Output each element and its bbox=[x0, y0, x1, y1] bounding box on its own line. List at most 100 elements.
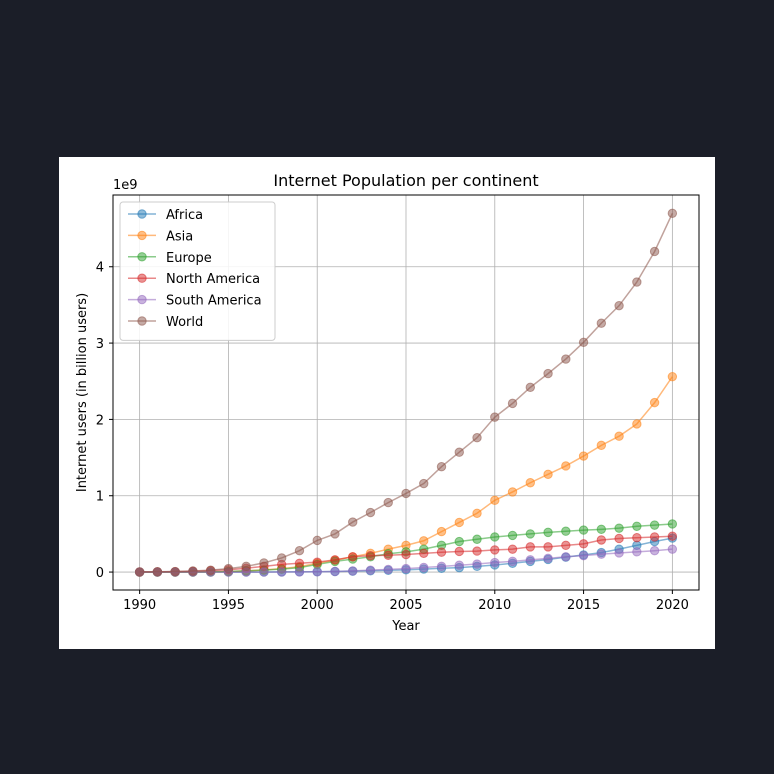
data-point-south-america bbox=[436, 561, 447, 572]
y-axis-label: Internet users (in billion users) bbox=[75, 293, 90, 492]
legend-item-africa: Africa bbox=[128, 208, 203, 223]
data-point-world bbox=[188, 566, 198, 576]
data-point-south-america bbox=[365, 565, 376, 575]
y-tick-label: 1 bbox=[96, 490, 104, 505]
x-tick-label: 2020 bbox=[656, 598, 689, 613]
figure-card: 1990 1995 2000 2005 2010 2015 2020 0 1 2 3 4 Intern… bbox=[59, 157, 715, 649]
data-point-south-america bbox=[454, 560, 464, 570]
data-point-north-america bbox=[543, 542, 553, 552]
data-point-europe bbox=[578, 525, 589, 535]
data-point-south-america bbox=[419, 562, 429, 573]
data-point-south-america bbox=[667, 544, 678, 554]
data-point-asia bbox=[507, 487, 518, 497]
legend-marker-north-america bbox=[137, 273, 147, 283]
data-point-asia bbox=[614, 431, 624, 441]
data-point-asia bbox=[525, 478, 536, 488]
data-point-asia bbox=[667, 371, 678, 382]
data-point-north-america bbox=[401, 549, 411, 560]
data-point-north-america bbox=[348, 552, 358, 562]
data-point-world bbox=[365, 507, 376, 518]
data-point-north-america bbox=[419, 548, 429, 559]
legend-label-europe: Europe bbox=[166, 251, 212, 266]
data-point-south-america bbox=[259, 567, 269, 577]
data-point-south-america bbox=[348, 566, 358, 576]
data-point-world bbox=[205, 565, 216, 575]
legend-label-north-america: North America bbox=[166, 272, 260, 287]
data-point-north-america bbox=[330, 555, 340, 565]
data-point-south-america bbox=[525, 555, 536, 565]
data-point-world bbox=[223, 563, 234, 574]
data-point-asia bbox=[490, 495, 500, 506]
data-point-world bbox=[578, 337, 589, 348]
data-point-asia bbox=[419, 536, 429, 546]
data-point-world bbox=[649, 246, 660, 257]
y-tick-label: 4 bbox=[96, 261, 104, 276]
data-point-south-america bbox=[401, 563, 411, 574]
chart-title: Internet Population per continent bbox=[273, 171, 538, 190]
data-point-world bbox=[383, 497, 393, 508]
legend-label-africa: Africa bbox=[166, 208, 203, 223]
legend-marker-south-america bbox=[137, 294, 147, 305]
data-point-north-america bbox=[365, 550, 376, 561]
data-point-north-america bbox=[596, 535, 607, 545]
data-point-asia bbox=[543, 469, 553, 480]
legend-item-europe: Europe bbox=[128, 251, 212, 266]
legend-item-north-america: North America bbox=[128, 272, 260, 287]
data-point-europe bbox=[596, 524, 607, 535]
data-point-north-america bbox=[632, 533, 642, 543]
data-point-south-america bbox=[330, 566, 340, 577]
data-point-north-america bbox=[294, 558, 305, 568]
data-point-asia bbox=[632, 419, 642, 429]
legend-item-asia: Asia bbox=[128, 229, 193, 244]
data-point-south-america bbox=[561, 552, 571, 562]
legend: Africa Asia Europe North America South Ameri… bbox=[119, 201, 276, 341]
data-point-world bbox=[294, 545, 305, 556]
y-tick-label: 3 bbox=[96, 337, 104, 352]
x-tick-label: 1990 bbox=[123, 598, 156, 613]
data-point-world bbox=[330, 529, 340, 539]
data-point-south-america bbox=[543, 553, 553, 564]
x-tick-label: 2015 bbox=[567, 598, 600, 613]
legend-marker-africa bbox=[137, 209, 147, 219]
data-point-europe bbox=[543, 527, 553, 538]
data-point-europe bbox=[667, 519, 678, 529]
ticks-layer: 1990 1995 2000 2005 2010 2015 2020 0 1 2 3 4 bbox=[96, 261, 689, 613]
data-point-world bbox=[561, 354, 571, 364]
data-point-asia bbox=[436, 526, 447, 537]
data-point-asia bbox=[561, 461, 571, 471]
data-point-north-america bbox=[312, 557, 322, 567]
data-point-world bbox=[507, 398, 518, 409]
data-point-world bbox=[667, 208, 678, 219]
data-point-europe bbox=[632, 521, 642, 531]
data-point-south-america bbox=[578, 550, 589, 561]
data-point-south-america bbox=[614, 548, 624, 558]
data-point-world bbox=[614, 300, 624, 311]
data-point-world bbox=[241, 561, 251, 572]
data-point-north-america bbox=[436, 547, 447, 557]
data-point-world bbox=[472, 433, 482, 443]
data-point-europe bbox=[454, 536, 464, 547]
data-point-europe bbox=[525, 529, 536, 539]
data-point-europe bbox=[649, 520, 660, 530]
legend-item-world: World bbox=[128, 315, 203, 330]
legend-item-south-america: South America bbox=[128, 294, 262, 309]
x-tick-label: 2005 bbox=[389, 598, 422, 613]
data-point-south-america bbox=[312, 567, 322, 577]
y-tick-label: 0 bbox=[96, 566, 104, 581]
data-point-europe bbox=[507, 530, 518, 541]
data-point-south-america bbox=[632, 547, 642, 557]
data-point-south-america bbox=[507, 556, 518, 567]
data-point-world bbox=[276, 553, 287, 563]
data-point-north-america bbox=[490, 545, 500, 555]
data-point-south-america bbox=[276, 567, 287, 577]
line-chart: 1990 1995 2000 2005 2010 2015 2020 0 1 2 3 4 Intern… bbox=[75, 171, 700, 634]
data-point-north-america bbox=[383, 550, 393, 560]
data-point-south-america bbox=[596, 549, 607, 559]
data-point-south-america bbox=[472, 559, 482, 569]
data-point-north-america bbox=[454, 546, 464, 557]
data-point-world bbox=[259, 558, 269, 568]
data-point-south-america bbox=[649, 545, 660, 556]
data-point-europe bbox=[490, 532, 500, 542]
x-tick-label: 1995 bbox=[212, 598, 245, 613]
data-point-asia bbox=[649, 397, 660, 408]
